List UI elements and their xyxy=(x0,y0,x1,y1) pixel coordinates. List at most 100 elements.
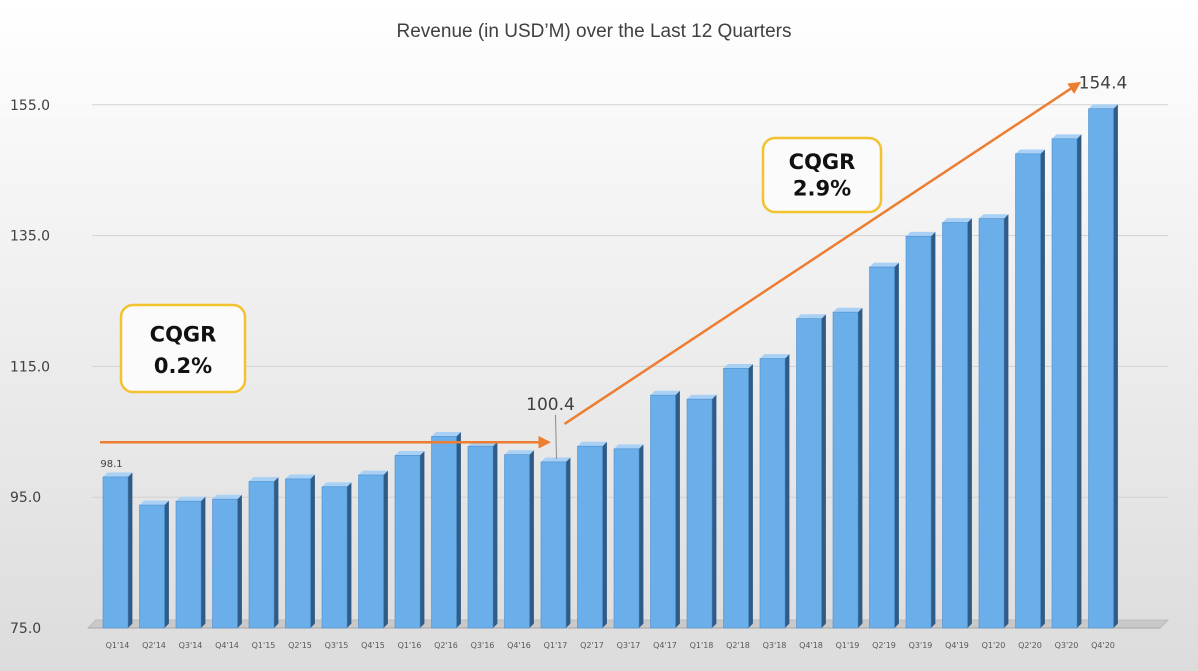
x-tick-label: Q2'17 xyxy=(580,641,604,650)
bar-front xyxy=(248,481,275,629)
bar xyxy=(394,450,425,629)
bar-side xyxy=(821,314,826,628)
bar-side xyxy=(602,441,607,628)
bar-top xyxy=(906,231,936,237)
annotation-box xyxy=(761,136,883,214)
x-tick-label: Q2'16 xyxy=(434,641,458,650)
bar-top xyxy=(395,450,425,456)
bar-front xyxy=(759,358,786,629)
bar-top xyxy=(833,307,863,313)
bar-top xyxy=(796,314,826,319)
annotation-label: CQGR xyxy=(789,150,856,174)
x-tick-label: Q3'19 xyxy=(909,641,933,650)
bar-top xyxy=(614,444,644,449)
bar-top xyxy=(650,390,680,396)
bars xyxy=(102,104,1118,629)
y-axis-ticks: 75.0 95.0 115.0 135.0 155.0 xyxy=(10,98,50,637)
bar-front xyxy=(102,476,129,629)
bar-front xyxy=(139,504,165,629)
annotation-value: 2.9% xyxy=(793,177,851,201)
bar-front xyxy=(577,445,603,629)
data-label: 98.1 xyxy=(100,459,122,470)
data-label-leader xyxy=(555,414,557,459)
bar-side xyxy=(785,354,790,628)
bar-side xyxy=(274,477,279,628)
x-tick-label: Q1'14 xyxy=(106,641,130,650)
bar-front xyxy=(285,478,311,629)
bar-front xyxy=(613,448,640,629)
bar-side xyxy=(1040,149,1045,628)
bar xyxy=(248,477,279,629)
bar-front xyxy=(504,454,530,629)
y-tick-label: 135.0 xyxy=(10,229,50,245)
bar-top xyxy=(139,500,169,506)
bar-front xyxy=(431,436,457,629)
bar-top xyxy=(942,218,972,223)
annotation-cqgr-late: CQGR 2.9% xyxy=(761,136,883,214)
bar xyxy=(1015,149,1045,629)
bar-side xyxy=(310,474,315,628)
x-tick-label: Q3'14 xyxy=(179,641,203,650)
bar xyxy=(832,307,863,629)
x-tick-label: Q3'15 xyxy=(325,641,349,650)
bar-side xyxy=(164,500,169,628)
bar-top xyxy=(760,354,790,359)
bar xyxy=(905,231,936,629)
bar-top xyxy=(979,214,1009,219)
x-tick-label: Q1'20 xyxy=(982,641,1006,650)
annotation-cqgr-early: CQGR 0.2% xyxy=(119,303,247,394)
bar-side xyxy=(858,307,863,628)
x-tick-label: Q1'17 xyxy=(544,641,568,650)
bar-top xyxy=(285,474,315,479)
bar-side xyxy=(529,450,534,628)
data-labels: 98.1 100.4 154.4 xyxy=(100,74,1127,470)
bar-front xyxy=(540,461,567,629)
bar xyxy=(796,314,826,629)
bar xyxy=(723,363,753,629)
bar-top xyxy=(1015,149,1045,154)
x-tick-label: Q4'15 xyxy=(361,641,385,650)
x-tick-label: Q4'17 xyxy=(653,641,677,650)
bar-side xyxy=(894,262,899,628)
x-axis-ticks: Q1'14 Q2'14 Q3'14 Q4'14 Q1'15 Q2'15 Q3'15 Q4'15… xyxy=(106,641,1115,650)
bar xyxy=(467,441,498,629)
x-tick-label: Q2'19 xyxy=(872,641,896,650)
x-tick-label: Q3'18 xyxy=(763,641,787,650)
bar-top xyxy=(249,477,279,482)
bar xyxy=(175,496,206,629)
data-label: 154.4 xyxy=(1079,74,1128,94)
bar xyxy=(285,474,315,629)
bar-top xyxy=(1052,134,1082,139)
bar-front xyxy=(650,394,676,629)
bar-front xyxy=(321,486,348,629)
bar xyxy=(431,431,461,629)
bar-side xyxy=(967,218,972,628)
data-label: 100.4 xyxy=(526,395,575,415)
bar xyxy=(869,262,899,629)
x-tick-label: Q2'20 xyxy=(1018,641,1042,650)
x-tick-label: Q2'15 xyxy=(288,641,312,650)
bar xyxy=(1088,104,1118,629)
bar-side xyxy=(1113,104,1118,629)
x-tick-label: Q3'17 xyxy=(617,641,641,650)
trend-arrows xyxy=(100,81,1082,449)
x-tick-label: Q1'19 xyxy=(836,641,860,650)
bar-top xyxy=(577,441,607,447)
bar-front xyxy=(1051,138,1078,629)
bar xyxy=(139,500,169,629)
annotation-box xyxy=(119,303,247,394)
bar-side xyxy=(347,482,352,628)
bar-side xyxy=(493,441,498,628)
bar-side xyxy=(639,444,644,628)
x-tick-label: Q4'14 xyxy=(215,641,239,650)
bar xyxy=(321,482,352,629)
bar-top xyxy=(322,482,352,487)
annotation-label: CQGR xyxy=(150,323,217,347)
bar-top xyxy=(723,363,753,369)
bar-side xyxy=(712,394,717,628)
y-tick-label: 95.0 xyxy=(10,490,41,506)
bar-top xyxy=(541,457,571,462)
x-tick-label: Q4'19 xyxy=(945,641,969,650)
